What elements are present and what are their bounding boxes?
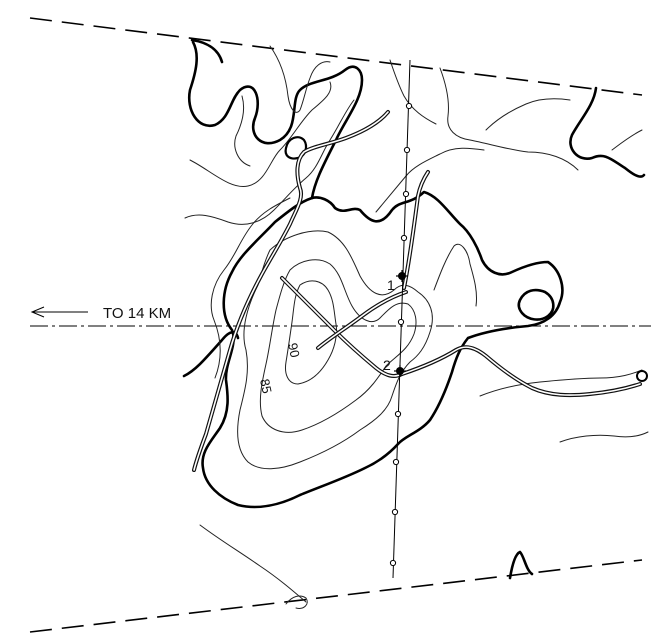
contour-thin-upper-8 bbox=[485, 98, 571, 131]
road-north-spur bbox=[402, 170, 430, 290]
contour-thin-2 bbox=[259, 259, 417, 433]
direction-label: TO 14 KM bbox=[103, 305, 171, 322]
road-upper bbox=[192, 110, 390, 472]
road-diagonal bbox=[280, 276, 404, 378]
contour-label-90: 90 bbox=[285, 342, 303, 359]
road-east bbox=[400, 345, 642, 398]
survey-line-markers bbox=[389, 102, 413, 567]
contour-thick-right bbox=[517, 288, 555, 321]
road-branch bbox=[316, 290, 408, 350]
contour-thin-upper-4 bbox=[269, 45, 331, 113]
contour-thick-far-right bbox=[569, 86, 646, 178]
contour-thin-4 bbox=[210, 197, 291, 379]
survey-point-2 bbox=[394, 365, 406, 377]
survey-point-1-label: 1 bbox=[387, 277, 395, 293]
contour-thick-upper bbox=[187, 40, 364, 200]
survey-point-1 bbox=[396, 270, 408, 282]
contour-label-85: 85 bbox=[257, 378, 275, 395]
contour-thin-1 bbox=[237, 230, 433, 470]
contour-thin-upper-2 bbox=[189, 81, 332, 187]
contour-thick-hill bbox=[201, 190, 564, 509]
upper-boundary-line bbox=[29, 17, 643, 96]
contour-thin-upper-7 bbox=[389, 59, 437, 125]
direction-arrow bbox=[30, 306, 88, 318]
contour-thin-right-2 bbox=[559, 431, 649, 443]
contour-thin-bottom-2 bbox=[285, 595, 308, 609]
contour-thin-upper-9 bbox=[611, 129, 643, 151]
contour-thin-upper-1 bbox=[184, 99, 355, 225]
contour-thick-bottom-feature bbox=[508, 550, 534, 580]
road-end-marker bbox=[636, 370, 648, 382]
contour-thin-3 bbox=[285, 280, 337, 385]
lower-boundary-line bbox=[29, 559, 643, 633]
contour-thin-5 bbox=[433, 243, 477, 307]
contour-thick-left-edge bbox=[190, 38, 224, 64]
contour-thin-upper-6 bbox=[375, 147, 485, 213]
contour-thin-bottom-1 bbox=[199, 524, 307, 603]
contour-thin-right-1 bbox=[479, 369, 643, 397]
survey-point-2-label: 2 bbox=[383, 357, 391, 373]
contour-thin-upper-3 bbox=[234, 95, 251, 167]
contour-thin-upper-5 bbox=[439, 67, 579, 171]
